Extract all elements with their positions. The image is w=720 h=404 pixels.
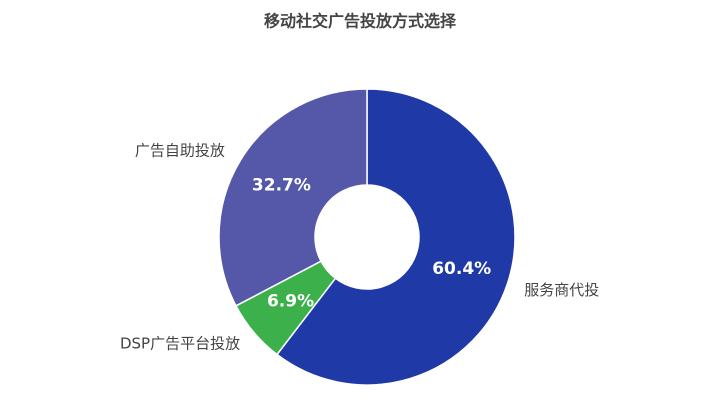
category-label: 广告自助投放: [135, 142, 225, 160]
value-label: 32.7%: [252, 175, 311, 195]
value-label: 60.4%: [432, 259, 491, 279]
slice: [218, 88, 368, 307]
category-label: DSP广告平台投放: [120, 335, 240, 353]
slice: [275, 88, 516, 386]
category-label: 服务商代投: [524, 281, 599, 299]
chart-title: 移动社交广告投放方式选择: [264, 12, 457, 31]
value-label: 6.9%: [267, 291, 314, 311]
